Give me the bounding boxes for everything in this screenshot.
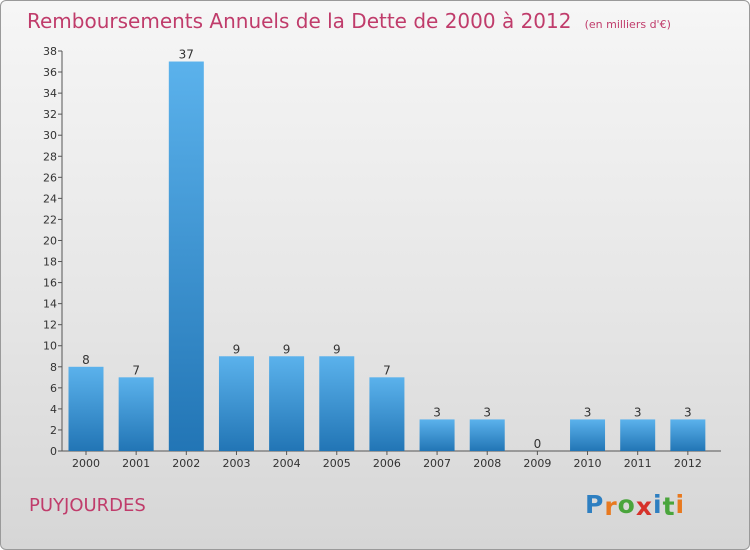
- title-subtitle: (en milliers d'€): [584, 18, 671, 31]
- title-main: Remboursements Annuels de la Dette de 20…: [27, 9, 572, 33]
- y-tick-label: 22: [43, 213, 57, 226]
- data-label: 3: [634, 405, 642, 419]
- y-tick-label: 38: [43, 45, 57, 58]
- bar-2004: [269, 356, 305, 451]
- data-label: 9: [333, 342, 341, 356]
- logo-letter: o: [617, 490, 636, 519]
- y-tick-label: 36: [43, 66, 57, 79]
- place-name: PUYJOURDES: [29, 495, 146, 516]
- data-labels-group: 8 7 37 9 9 9 7 3 3 0 3 3 3: [82, 48, 691, 451]
- logo-letter: r: [604, 492, 618, 521]
- data-label: 3: [433, 405, 441, 419]
- data-label: 0: [534, 437, 542, 451]
- x-tick-label: 2003: [222, 457, 250, 470]
- bar-2010: [570, 419, 606, 451]
- data-label: 3: [483, 405, 491, 419]
- data-label: 3: [584, 405, 592, 419]
- data-label: 9: [233, 342, 241, 356]
- data-label: 9: [283, 342, 291, 356]
- bar-2006: [369, 377, 405, 451]
- x-tick-label: 2008: [473, 457, 501, 470]
- proxiti-logo[interactable]: Proxiti: [585, 490, 686, 521]
- y-tick-label: 2: [50, 424, 57, 437]
- data-label: 37: [179, 48, 194, 62]
- bar-2005: [319, 356, 355, 451]
- y-tick-label: 0: [50, 445, 57, 458]
- x-tick-label: 2005: [323, 457, 351, 470]
- bar-2007: [419, 419, 455, 451]
- bar-2012: [670, 419, 706, 451]
- y-tick-label: 16: [43, 277, 57, 290]
- x-tick-label: 2009: [523, 457, 551, 470]
- logo-letter: x: [635, 492, 653, 521]
- data-label: 7: [132, 363, 140, 377]
- y-tick-label: 10: [43, 340, 57, 353]
- y-tick-label: 20: [43, 234, 57, 247]
- x-tick-label: 2012: [674, 457, 702, 470]
- x-tick-label: 2002: [172, 457, 200, 470]
- bar-2011: [620, 419, 656, 451]
- y-tick-label: 4: [50, 403, 57, 416]
- bar-2000: [68, 366, 104, 451]
- bar-2001: [118, 377, 154, 451]
- y-tick-label: 24: [43, 192, 57, 205]
- data-label: 7: [383, 363, 391, 377]
- x-tick-label: 2011: [624, 457, 652, 470]
- y-tick-label: 26: [43, 171, 57, 184]
- y-tick-label: 14: [43, 298, 57, 311]
- x-tick-label: 2001: [122, 457, 150, 470]
- y-tick-label: 18: [43, 256, 57, 269]
- data-label: 3: [684, 405, 692, 419]
- x-tick-label: 2010: [574, 457, 602, 470]
- y-tick-label: 28: [43, 150, 57, 163]
- logo-letter: i: [653, 490, 663, 519]
- logo-letter: t: [662, 492, 676, 521]
- bars-group: [68, 61, 706, 452]
- data-label: 8: [82, 353, 90, 367]
- bar-2002: [168, 61, 204, 452]
- bar-2008: [469, 419, 505, 451]
- x-tick-label: 2000: [72, 457, 100, 470]
- x-tick-label: 2007: [423, 457, 451, 470]
- y-tick-label: 32: [43, 108, 57, 121]
- y-tick-label: 8: [50, 361, 57, 374]
- y-tick-label: 12: [43, 319, 57, 332]
- y-tick-label: 34: [43, 87, 57, 100]
- x-tick-label: 2006: [373, 457, 401, 470]
- chart-title: Remboursements Annuels de la Dette de 20…: [27, 9, 671, 33]
- x-axis: 2000 2001 2002 2003 2004 2005 2006 2007 2008 2009…: [62, 450, 721, 470]
- logo-letter: P: [585, 490, 605, 519]
- bar-2003: [218, 356, 254, 451]
- logo-letter: i: [675, 490, 686, 519]
- y-tick-label: 30: [43, 129, 57, 142]
- x-tick-label: 2004: [273, 457, 301, 470]
- y-tick-label: 6: [50, 382, 57, 395]
